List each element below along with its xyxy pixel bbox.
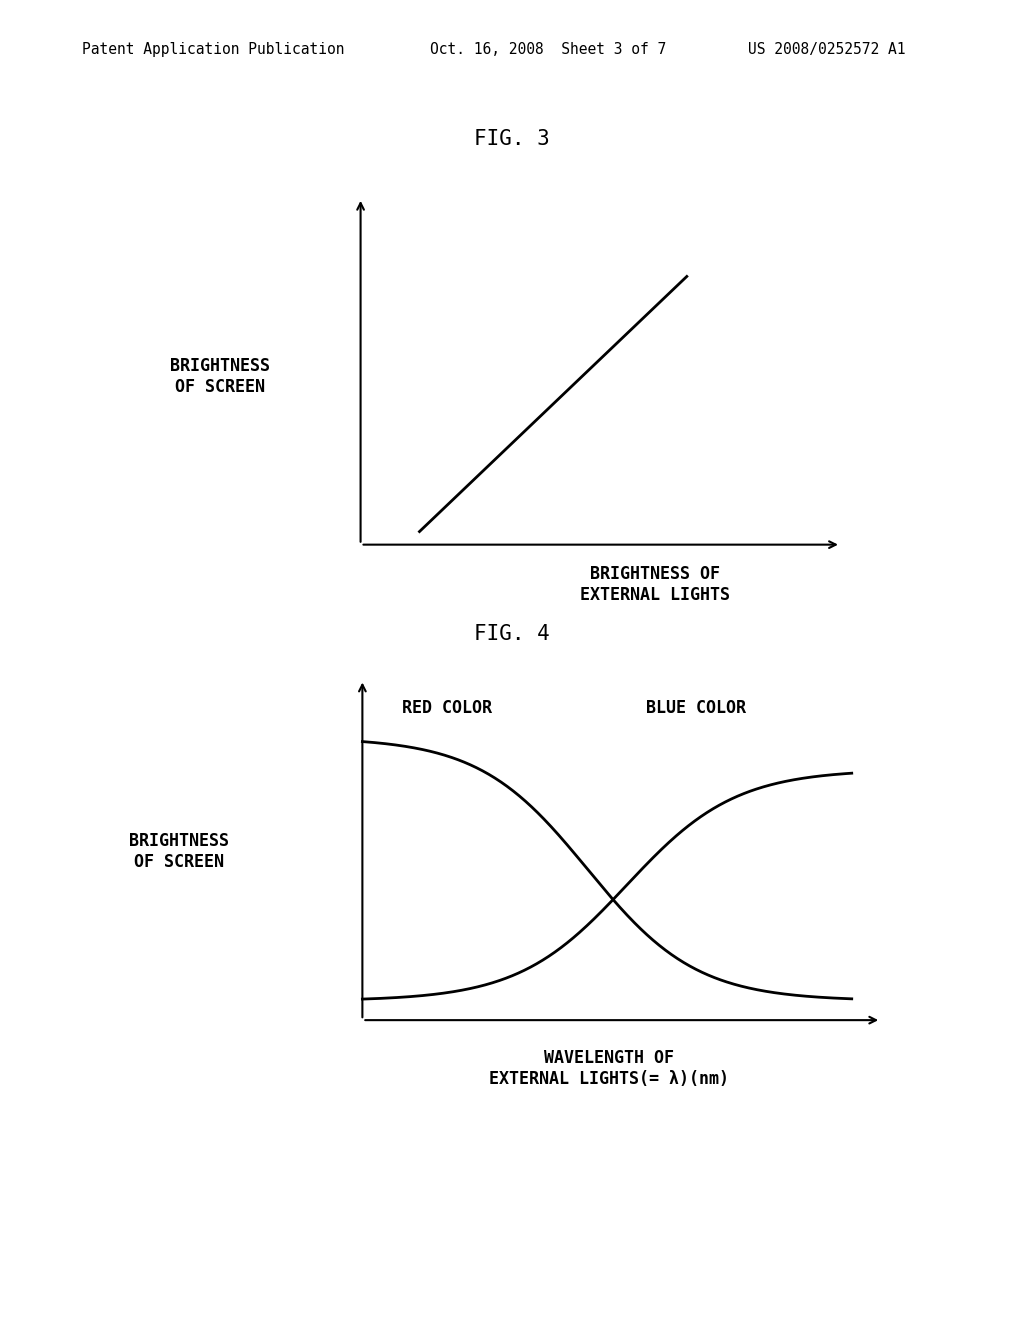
Text: BRIGHTNESS OF
EXTERNAL LIGHTS: BRIGHTNESS OF EXTERNAL LIGHTS: [581, 565, 730, 603]
Text: WAVELENGTH OF
EXTERNAL LIGHTS(= λ)(nm): WAVELENGTH OF EXTERNAL LIGHTS(= λ)(nm): [489, 1049, 729, 1088]
Text: FIG. 4: FIG. 4: [474, 623, 550, 644]
Text: US 2008/0252572 A1: US 2008/0252572 A1: [748, 42, 905, 57]
Text: FIG. 3: FIG. 3: [474, 128, 550, 149]
Text: Patent Application Publication: Patent Application Publication: [82, 42, 344, 57]
Text: Oct. 16, 2008  Sheet 3 of 7: Oct. 16, 2008 Sheet 3 of 7: [430, 42, 667, 57]
Text: RED COLOR: RED COLOR: [401, 698, 492, 717]
Text: BRIGHTNESS
OF SCREEN: BRIGHTNESS OF SCREEN: [170, 356, 270, 396]
Text: BRIGHTNESS
OF SCREEN: BRIGHTNESS OF SCREEN: [129, 832, 229, 871]
Text: BLUE COLOR: BLUE COLOR: [646, 698, 746, 717]
